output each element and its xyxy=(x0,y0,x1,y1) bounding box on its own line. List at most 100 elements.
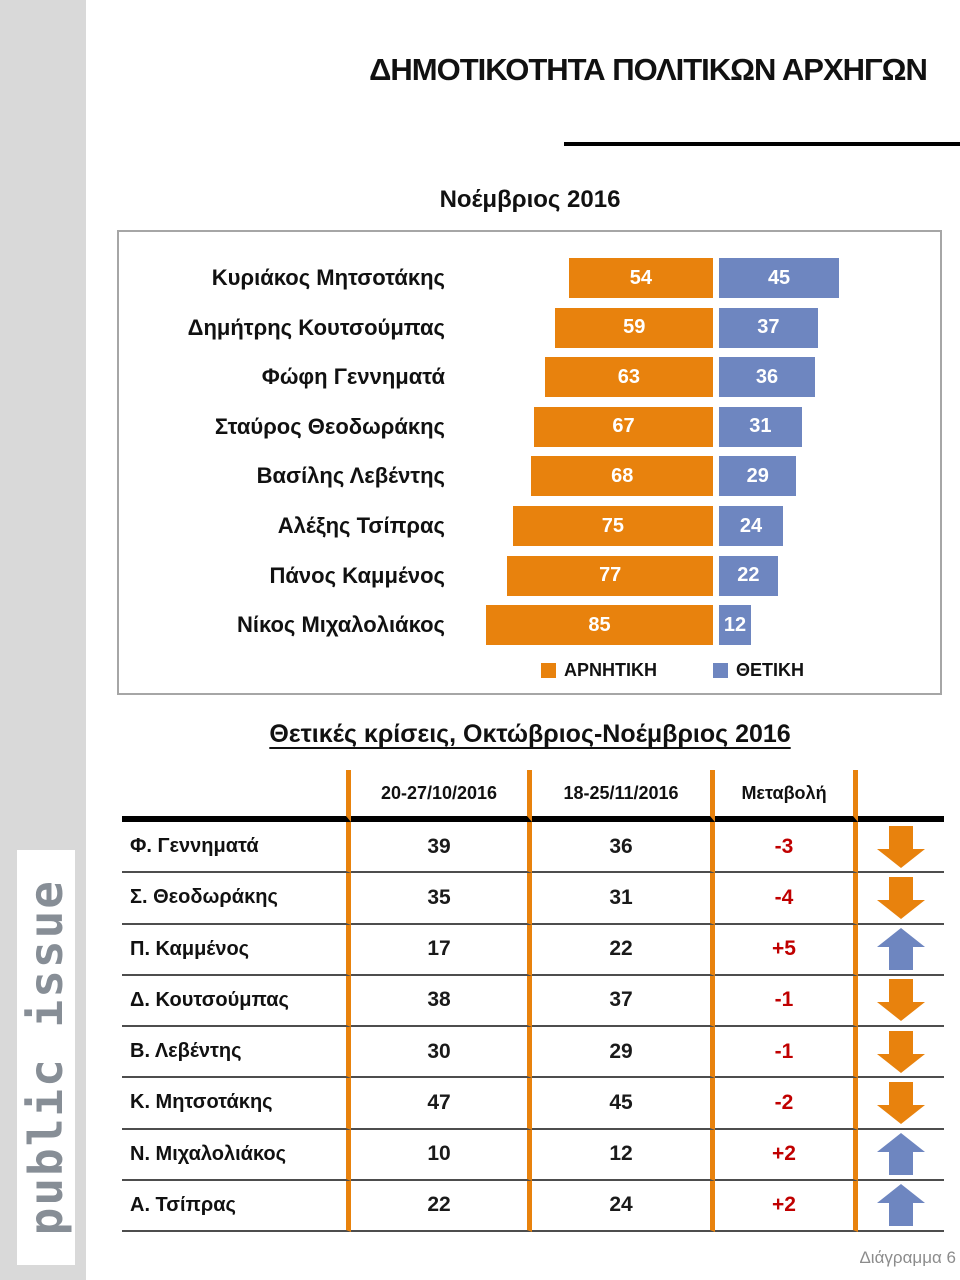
chart-category-label: Κυριάκος Μητσοτάκης xyxy=(211,265,445,290)
negative-bar: 75 xyxy=(512,506,713,546)
positive-bar: 12 xyxy=(719,605,752,646)
table-cell-change-value: +5 xyxy=(715,924,858,976)
bar-value: 63 xyxy=(617,365,640,388)
figure-number-label: Διάγραμμα 6 xyxy=(859,1248,956,1267)
bar-value: 36 xyxy=(755,365,779,388)
negative-bar: 59 xyxy=(555,307,713,348)
chart-row: Δημήτρης Κουτσούμπας 59 37 xyxy=(119,307,940,348)
table-cell-change-value: +2 xyxy=(715,1180,858,1232)
table-cell-change-value: -1 xyxy=(715,1027,858,1079)
table-cell-nov-value: 24 xyxy=(532,1180,715,1232)
watermark-logo-text: public issue xyxy=(19,879,73,1236)
chart-row: Σταύρος Θεοδωράκης 67 31 xyxy=(119,406,940,447)
chart-category-label: Βασίλης Λεβέντης xyxy=(256,463,445,489)
table-cell-change-value: -3 xyxy=(715,822,858,874)
positive-bar: 45 xyxy=(719,258,840,298)
bar-value: 67 xyxy=(612,415,635,438)
negative-bar: 68 xyxy=(531,456,713,497)
chart-category-label: Σταύρος Θεοδωράκης xyxy=(214,413,445,439)
negative-bar: 77 xyxy=(507,555,713,596)
trend-down-icon xyxy=(877,876,925,919)
table-cell-oct-value: 38 xyxy=(351,975,532,1027)
table-cell-name: Κ. Μητσοτάκης xyxy=(122,1078,351,1130)
title-underline-rule xyxy=(564,142,960,146)
table-cell-nov-value: 22 xyxy=(532,924,715,976)
table-cell-oct-value: 30 xyxy=(351,1027,532,1079)
bar-value: 29 xyxy=(746,464,769,487)
bar-value: 24 xyxy=(739,514,763,537)
bar-value: 59 xyxy=(623,316,646,339)
bar-value: 12 xyxy=(723,613,747,636)
trend-down-icon xyxy=(877,1081,925,1124)
bar-value: 75 xyxy=(601,514,624,537)
bar-value: 77 xyxy=(599,564,622,587)
table-cell-trend xyxy=(858,925,944,976)
table-cell-oct-value: 10 xyxy=(351,1129,532,1181)
table-cell-nov-value: 45 xyxy=(532,1078,715,1130)
table-cell-name: Β. Λεβέντης xyxy=(122,1027,351,1079)
bar-value: 37 xyxy=(757,316,780,339)
trend-down-icon xyxy=(877,825,925,868)
chart-row: Αλέξης Τσίπρας 75 24 xyxy=(119,506,940,546)
negative-bar: 67 xyxy=(534,406,713,447)
trend-down-icon xyxy=(877,1030,925,1073)
chart-row: Πάνος Καμμένος 77 22 xyxy=(119,555,940,596)
table-cell-trend xyxy=(858,1130,944,1181)
table-cell-oct-value: 39 xyxy=(351,822,532,874)
negative-bar: 54 xyxy=(568,258,713,298)
positive-judgments-table: 20-27/10/2016 18-25/11/2016 Μεταβολή Φ. Γεν… xyxy=(122,770,944,1232)
table-cell-trend xyxy=(858,822,944,874)
table-cell-nov-value: 36 xyxy=(532,822,715,874)
table-cell-name: Α. Τσίπρας xyxy=(122,1180,351,1232)
table-cell-trend xyxy=(858,873,944,925)
table-header-1: 20-27/10/2016 xyxy=(351,770,532,822)
negative-swatch-icon xyxy=(541,663,556,678)
bar-value: 85 xyxy=(588,613,611,636)
positive-swatch-icon xyxy=(713,663,728,678)
chart-category-label: Νίκος Μιχαλολιάκος xyxy=(236,612,445,638)
page-title: ΔΗΜΟΤΙΚΟΤΗΤΑ ΠΟΛΙΤΙΚΩΝ ΑΡΧΗΓΩΝ xyxy=(369,52,928,87)
table-header-empty xyxy=(858,770,944,822)
table-cell-nov-value: 37 xyxy=(532,975,715,1027)
positive-bar: 29 xyxy=(719,456,797,497)
trend-up-icon xyxy=(877,1133,925,1176)
table-cell-oct-value: 35 xyxy=(351,873,532,925)
table-cell-change-value: -4 xyxy=(715,873,858,925)
positive-bar: 31 xyxy=(719,406,802,447)
positive-bar: 36 xyxy=(719,357,816,398)
positive-bar: 24 xyxy=(719,506,784,546)
table-cell-oct-value: 47 xyxy=(351,1078,532,1130)
chart-category-label: Δημήτρης Κουτσούμπας xyxy=(187,314,445,340)
bar-value: 31 xyxy=(749,415,772,438)
legend-label-negative: ΑΡΝΗΤΙΚΗ xyxy=(564,660,657,680)
table-cell-nov-value: 12 xyxy=(532,1129,715,1181)
chart-category-label: Πάνος Καμμένος xyxy=(269,562,445,588)
table-header-2: 18-25/11/2016 xyxy=(532,770,715,822)
table-cell-trend xyxy=(858,976,944,1027)
table-cell-oct-value: 22 xyxy=(351,1180,532,1232)
sidebar: public issue xyxy=(0,0,86,1280)
table-cell-change-value: -1 xyxy=(715,975,858,1027)
table-cell-name: Ν. Μιχαλολιάκος xyxy=(122,1129,351,1181)
table-cell-name: Π. Καμμένος xyxy=(122,924,351,976)
table-header-3: Μεταβολή xyxy=(715,770,858,822)
negative-bar: 63 xyxy=(544,357,713,398)
table-cell-change-value: +2 xyxy=(715,1129,858,1181)
chart-category-label: Αλέξης Τσίπρας xyxy=(277,513,445,538)
positive-bar: 22 xyxy=(719,555,778,596)
bar-value: 45 xyxy=(767,266,791,289)
legend-label-positive: ΘΕΤΙΚΗ xyxy=(736,660,805,680)
trend-up-icon xyxy=(877,928,925,971)
legend-item-positive: ΘΕΤΙΚΗ xyxy=(713,660,804,681)
table-cell-oct-value: 17 xyxy=(351,924,532,976)
table-cell-change-value: -2 xyxy=(715,1078,858,1130)
chart-category-label: Φώφη Γεννηματά xyxy=(261,364,445,390)
chart-legend: ΑΡΝΗΤΙΚΗ ΘΕΤΙΚΗ xyxy=(541,660,804,681)
table-cell-trend xyxy=(858,1078,944,1130)
legend-item-negative: ΑΡΝΗΤΙΚΗ xyxy=(541,660,657,681)
table-cell-trend xyxy=(858,1181,944,1232)
table-header-empty xyxy=(122,770,351,822)
watermark-patch: public issue xyxy=(17,850,75,1265)
negative-bar: 85 xyxy=(486,605,713,646)
chart-row: Νίκος Μιχαλολιάκος 85 12 xyxy=(119,605,940,646)
